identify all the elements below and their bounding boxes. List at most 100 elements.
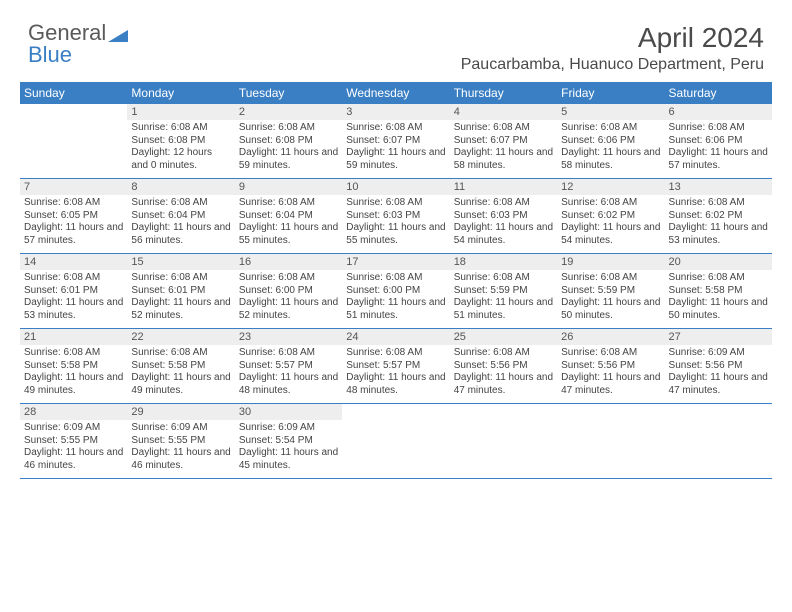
- day-cell: 10Sunrise: 6:08 AMSunset: 6:03 PMDayligh…: [342, 179, 449, 253]
- day-cell: [342, 404, 449, 478]
- sunset-text: Sunset: 6:01 PM: [24, 285, 123, 298]
- day-cell: 16Sunrise: 6:08 AMSunset: 6:00 PMDayligh…: [235, 254, 342, 328]
- sunset-text: Sunset: 5:57 PM: [346, 360, 445, 373]
- day-info: Sunrise: 6:08 AMSunset: 6:08 PMDaylight:…: [127, 120, 234, 178]
- sunrise-text: Sunrise: 6:08 AM: [131, 272, 230, 285]
- sunset-text: Sunset: 5:56 PM: [561, 360, 660, 373]
- day-number: 10: [342, 179, 449, 195]
- day-cell: 8Sunrise: 6:08 AMSunset: 6:04 PMDaylight…: [127, 179, 234, 253]
- daylight-text: Daylight: 11 hours and 53 minutes.: [669, 222, 768, 247]
- day-number: 24: [342, 329, 449, 345]
- week-row: 7Sunrise: 6:08 AMSunset: 6:05 PMDaylight…: [20, 179, 772, 254]
- day-cell: 21Sunrise: 6:08 AMSunset: 5:58 PMDayligh…: [20, 329, 127, 403]
- day-cell: 15Sunrise: 6:08 AMSunset: 6:01 PMDayligh…: [127, 254, 234, 328]
- daylight-text: Daylight: 11 hours and 46 minutes.: [24, 447, 123, 472]
- day-number: 21: [20, 329, 127, 345]
- day-cell: 22Sunrise: 6:08 AMSunset: 5:58 PMDayligh…: [127, 329, 234, 403]
- day-cell: 24Sunrise: 6:08 AMSunset: 5:57 PMDayligh…: [342, 329, 449, 403]
- sunset-text: Sunset: 6:03 PM: [454, 210, 553, 223]
- day-info: Sunrise: 6:08 AMSunset: 6:05 PMDaylight:…: [20, 195, 127, 253]
- day-info: Sunrise: 6:09 AMSunset: 5:54 PMDaylight:…: [235, 420, 342, 478]
- daylight-text: Daylight: 12 hours and 0 minutes.: [131, 147, 230, 172]
- daylight-text: Daylight: 11 hours and 47 minutes.: [561, 372, 660, 397]
- day-number: 19: [557, 254, 664, 270]
- day-info: Sunrise: 6:08 AMSunset: 6:01 PMDaylight:…: [127, 270, 234, 328]
- logo: General Blue: [28, 22, 128, 66]
- day-header-row: Sunday Monday Tuesday Wednesday Thursday…: [20, 82, 772, 104]
- sunrise-text: Sunrise: 6:08 AM: [239, 272, 338, 285]
- day-info: Sunrise: 6:09 AMSunset: 5:55 PMDaylight:…: [20, 420, 127, 478]
- day-number: 14: [20, 254, 127, 270]
- day-number: 17: [342, 254, 449, 270]
- daylight-text: Daylight: 11 hours and 59 minutes.: [346, 147, 445, 172]
- day-info: Sunrise: 6:08 AMSunset: 6:04 PMDaylight:…: [235, 195, 342, 253]
- day-cell: 20Sunrise: 6:08 AMSunset: 5:58 PMDayligh…: [665, 254, 772, 328]
- dayhead-sat: Saturday: [665, 82, 772, 104]
- day-cell: 12Sunrise: 6:08 AMSunset: 6:02 PMDayligh…: [557, 179, 664, 253]
- sunrise-text: Sunrise: 6:08 AM: [346, 122, 445, 135]
- day-info: Sunrise: 6:08 AMSunset: 6:03 PMDaylight:…: [342, 195, 449, 253]
- day-number: 9: [235, 179, 342, 195]
- sunset-text: Sunset: 5:57 PM: [239, 360, 338, 373]
- day-cell: 28Sunrise: 6:09 AMSunset: 5:55 PMDayligh…: [20, 404, 127, 478]
- sunset-text: Sunset: 5:55 PM: [24, 435, 123, 448]
- daylight-text: Daylight: 11 hours and 46 minutes.: [131, 447, 230, 472]
- sunset-text: Sunset: 6:07 PM: [454, 135, 553, 148]
- sunset-text: Sunset: 5:55 PM: [131, 435, 230, 448]
- day-number: 7: [20, 179, 127, 195]
- sunrise-text: Sunrise: 6:08 AM: [131, 197, 230, 210]
- location-label: Paucarbamba, Huanuco Department, Peru: [461, 56, 764, 74]
- day-cell: [20, 104, 127, 178]
- day-info: Sunrise: 6:08 AMSunset: 5:58 PMDaylight:…: [127, 345, 234, 403]
- day-info: [665, 420, 772, 478]
- day-number: [342, 404, 449, 420]
- day-number: 4: [450, 104, 557, 120]
- week-row: 1Sunrise: 6:08 AMSunset: 6:08 PMDaylight…: [20, 104, 772, 179]
- sunrise-text: Sunrise: 6:08 AM: [454, 197, 553, 210]
- dayhead-mon: Monday: [127, 82, 234, 104]
- day-cell: 23Sunrise: 6:08 AMSunset: 5:57 PMDayligh…: [235, 329, 342, 403]
- day-info: Sunrise: 6:08 AMSunset: 6:02 PMDaylight:…: [665, 195, 772, 253]
- sunrise-text: Sunrise: 6:08 AM: [669, 272, 768, 285]
- day-number: 23: [235, 329, 342, 345]
- daylight-text: Daylight: 11 hours and 55 minutes.: [346, 222, 445, 247]
- sunset-text: Sunset: 6:04 PM: [131, 210, 230, 223]
- day-info: Sunrise: 6:09 AMSunset: 5:56 PMDaylight:…: [665, 345, 772, 403]
- sunset-text: Sunset: 6:00 PM: [346, 285, 445, 298]
- day-cell: [665, 404, 772, 478]
- sunrise-text: Sunrise: 6:09 AM: [669, 347, 768, 360]
- day-number: [557, 404, 664, 420]
- sunrise-text: Sunrise: 6:08 AM: [561, 122, 660, 135]
- sunrise-text: Sunrise: 6:08 AM: [454, 347, 553, 360]
- day-number: 27: [665, 329, 772, 345]
- sunset-text: Sunset: 6:03 PM: [346, 210, 445, 223]
- day-cell: 30Sunrise: 6:09 AMSunset: 5:54 PMDayligh…: [235, 404, 342, 478]
- week-row: 21Sunrise: 6:08 AMSunset: 5:58 PMDayligh…: [20, 329, 772, 404]
- day-info: Sunrise: 6:08 AMSunset: 5:56 PMDaylight:…: [450, 345, 557, 403]
- sunset-text: Sunset: 6:00 PM: [239, 285, 338, 298]
- daylight-text: Daylight: 11 hours and 47 minutes.: [454, 372, 553, 397]
- day-number: 18: [450, 254, 557, 270]
- logo-text2: Blue: [28, 42, 72, 67]
- day-info: [20, 120, 127, 178]
- daylight-text: Daylight: 11 hours and 48 minutes.: [239, 372, 338, 397]
- week-row: 14Sunrise: 6:08 AMSunset: 6:01 PMDayligh…: [20, 254, 772, 329]
- sunrise-text: Sunrise: 6:09 AM: [24, 422, 123, 435]
- daylight-text: Daylight: 11 hours and 50 minutes.: [561, 297, 660, 322]
- day-cell: 25Sunrise: 6:08 AMSunset: 5:56 PMDayligh…: [450, 329, 557, 403]
- day-info: Sunrise: 6:08 AMSunset: 6:06 PMDaylight:…: [665, 120, 772, 178]
- day-number: 28: [20, 404, 127, 420]
- day-info: Sunrise: 6:08 AMSunset: 6:06 PMDaylight:…: [557, 120, 664, 178]
- daylight-text: Daylight: 11 hours and 51 minutes.: [346, 297, 445, 322]
- sunrise-text: Sunrise: 6:08 AM: [239, 122, 338, 135]
- day-number: 22: [127, 329, 234, 345]
- day-cell: 18Sunrise: 6:08 AMSunset: 5:59 PMDayligh…: [450, 254, 557, 328]
- week-row: 28Sunrise: 6:09 AMSunset: 5:55 PMDayligh…: [20, 404, 772, 479]
- sunrise-text: Sunrise: 6:08 AM: [454, 272, 553, 285]
- daylight-text: Daylight: 11 hours and 57 minutes.: [669, 147, 768, 172]
- day-info: Sunrise: 6:08 AMSunset: 5:58 PMDaylight:…: [20, 345, 127, 403]
- day-info: Sunrise: 6:08 AMSunset: 5:57 PMDaylight:…: [342, 345, 449, 403]
- daylight-text: Daylight: 11 hours and 52 minutes.: [131, 297, 230, 322]
- day-info: Sunrise: 6:08 AMSunset: 5:56 PMDaylight:…: [557, 345, 664, 403]
- daylight-text: Daylight: 11 hours and 58 minutes.: [561, 147, 660, 172]
